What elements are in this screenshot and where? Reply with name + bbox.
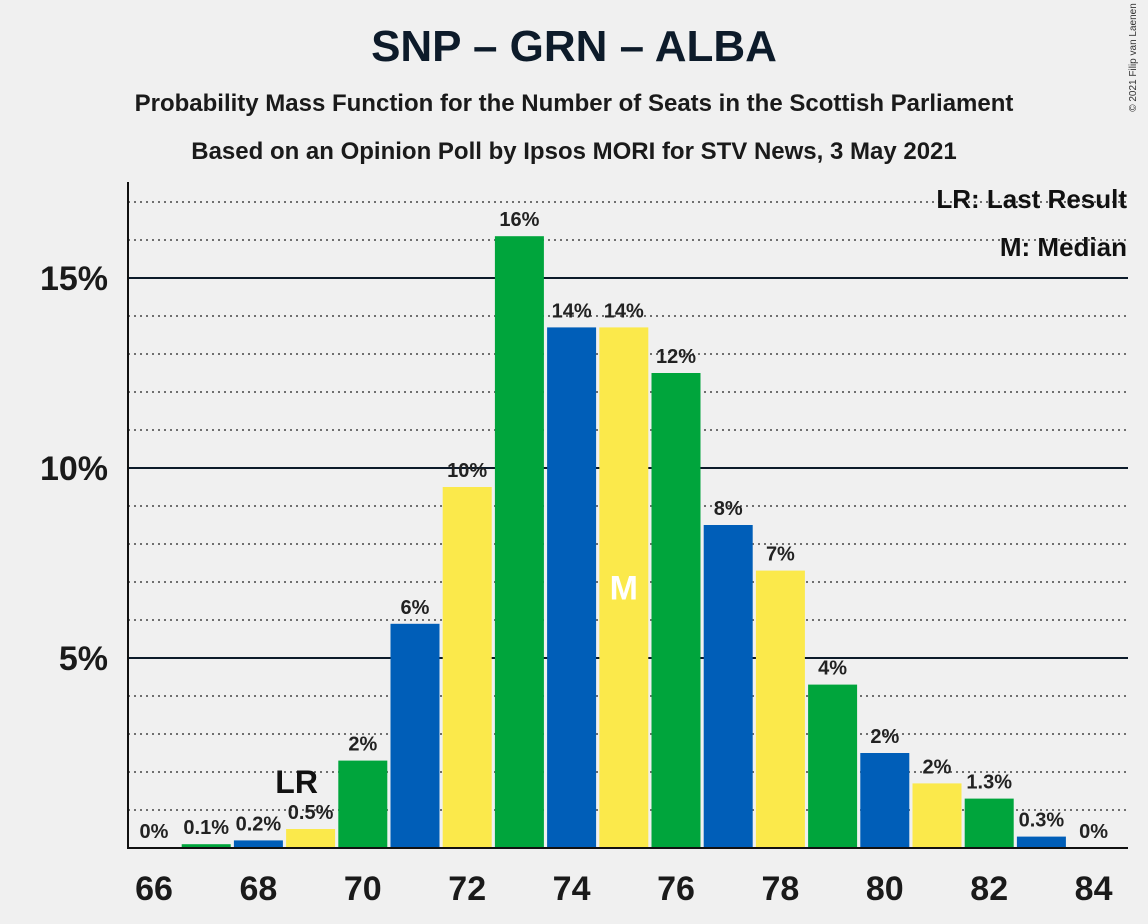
data-labels: 0% 0.1% 0.2% 0.5% 2% 6% 10% 16% 14% 14% 12% 8% 7% 4% 2… — [140, 209, 1109, 843]
data-label-72: 10% — [447, 460, 487, 482]
data-label-80: 2% — [870, 726, 899, 748]
x-tick-label: 74 — [553, 870, 591, 908]
last-result-marker: LR — [275, 764, 318, 800]
bar-73 — [494, 236, 544, 848]
x-tick-label: 84 — [1075, 870, 1113, 908]
x-tick-label: 78 — [761, 870, 799, 908]
bar-74 — [547, 327, 597, 848]
bar-79 — [808, 684, 858, 848]
x-tick-label: 72 — [448, 870, 486, 908]
x-tick-label: 80 — [866, 870, 904, 908]
data-label-84: 0% — [1079, 821, 1108, 843]
data-label-69: 0.5% — [288, 802, 334, 824]
median-marker: M — [610, 570, 638, 608]
legend-median: M: Median — [1000, 232, 1127, 262]
x-tick-label: 70 — [344, 870, 382, 908]
chart-title: SNP – GRN – ALBA — [371, 22, 777, 71]
bar-72 — [442, 487, 492, 848]
bars — [181, 236, 1066, 848]
data-label-78: 7% — [766, 544, 795, 566]
data-label-83: 0.3% — [1019, 810, 1065, 832]
data-label-68: 0.2% — [236, 813, 282, 835]
y-tick-label: 15% — [40, 260, 108, 298]
bar-69 — [286, 829, 336, 848]
data-label-76: 12% — [656, 346, 696, 368]
axes: 5% 10% 15% 66 68 70 72 74 76 78 80 82 84 — [40, 182, 1128, 908]
data-label-75: 14% — [604, 300, 644, 322]
bar-71 — [390, 623, 440, 848]
bar-76 — [651, 373, 701, 848]
data-label-70: 2% — [348, 734, 377, 756]
bar-83 — [1016, 836, 1066, 848]
data-label-66: 0% — [140, 821, 169, 843]
bar-68 — [233, 840, 283, 848]
bar-81 — [912, 783, 962, 848]
bar-77 — [703, 525, 753, 848]
data-label-73: 16% — [499, 209, 539, 231]
chart-subtitle-1: Probability Mass Function for the Number… — [134, 90, 1014, 117]
x-tick-label: 68 — [239, 870, 277, 908]
data-label-82: 1.3% — [966, 772, 1012, 794]
bar-75 — [599, 327, 649, 848]
chart-subtitle-2: Based on an Opinion Poll by Ipsos MORI f… — [191, 138, 957, 165]
x-tick-label: 76 — [657, 870, 695, 908]
data-label-67: 0.1% — [183, 817, 229, 839]
data-label-74: 14% — [552, 300, 592, 322]
data-label-71: 6% — [401, 597, 430, 619]
x-tick-label: 66 — [135, 870, 173, 908]
data-label-81: 2% — [923, 756, 952, 778]
bar-67 — [181, 844, 231, 848]
bar-78 — [755, 570, 805, 848]
bar-82 — [964, 798, 1014, 848]
legend-last-result: LR: Last Result — [936, 184, 1127, 214]
x-tick-label: 82 — [970, 870, 1008, 908]
data-label-79: 4% — [818, 658, 847, 680]
y-tick-label: 5% — [59, 640, 108, 678]
bar-80 — [860, 753, 910, 848]
y-tick-label: 10% — [40, 450, 108, 488]
data-label-77: 8% — [714, 498, 743, 520]
bar-70 — [338, 760, 388, 848]
